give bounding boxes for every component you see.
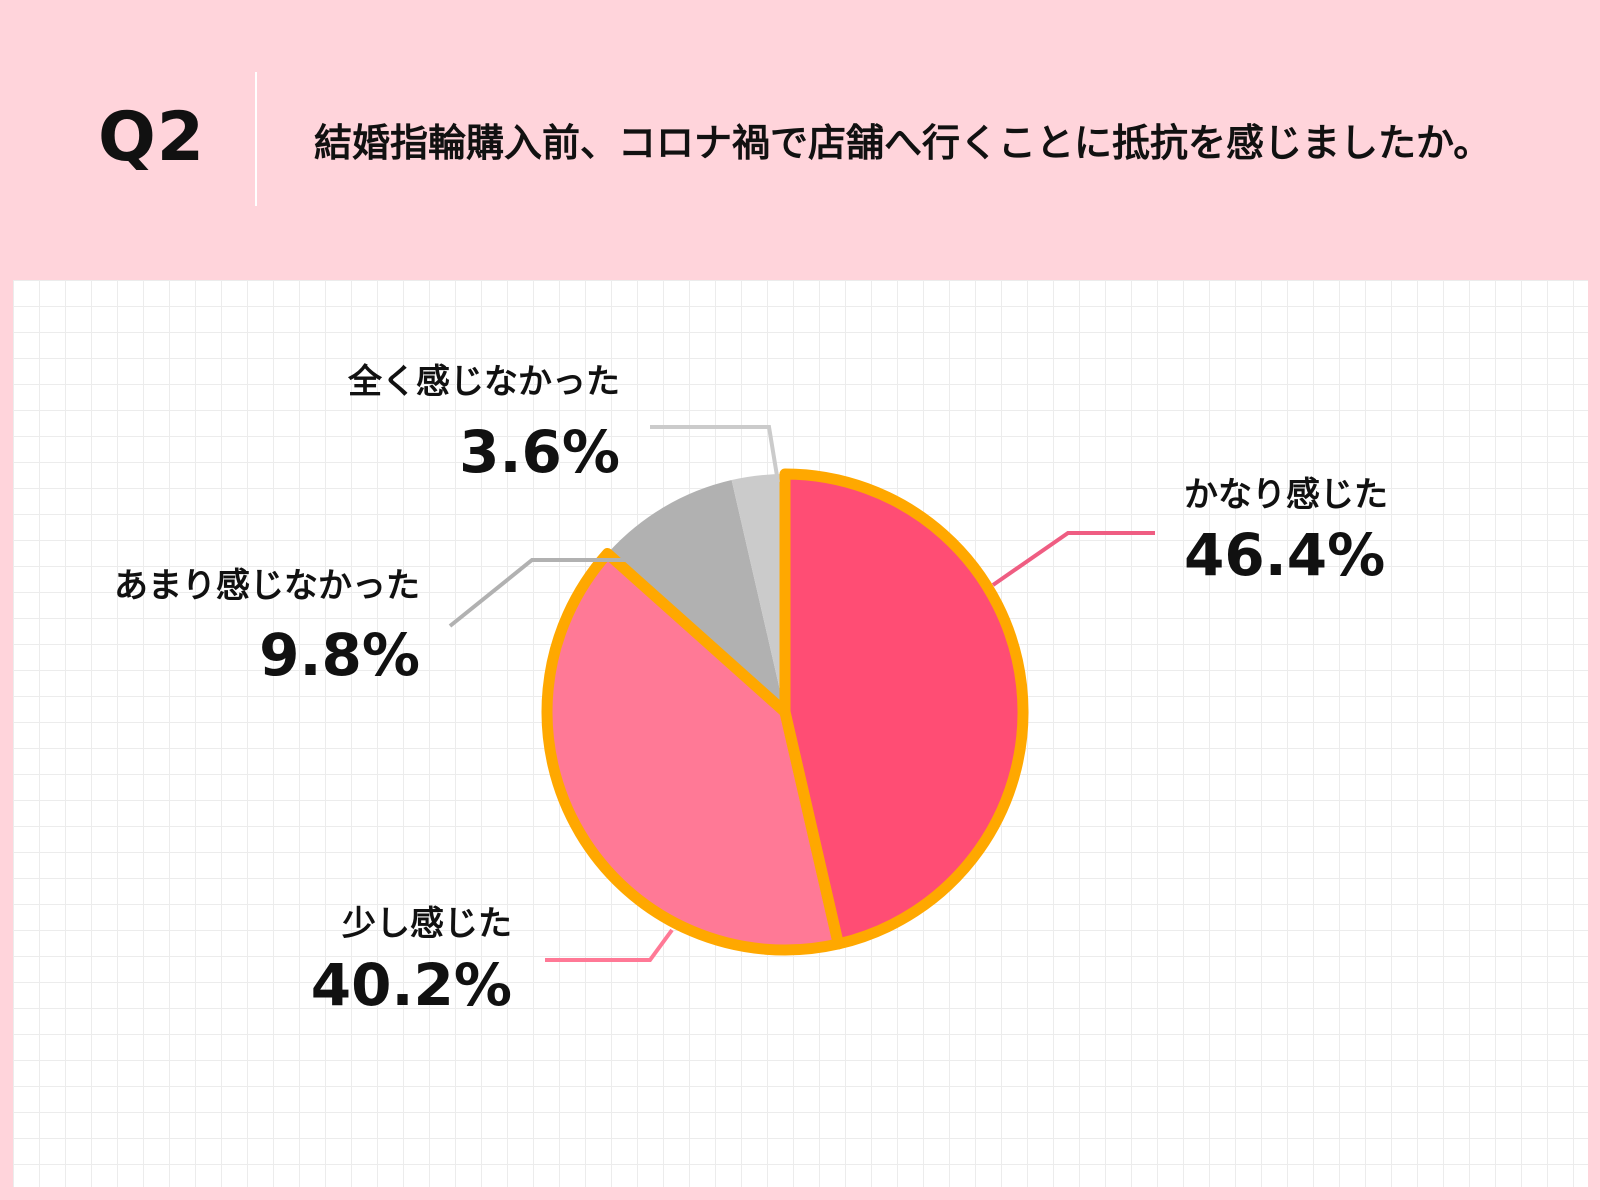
leader-line-1 <box>545 928 674 962</box>
header-divider <box>255 72 257 206</box>
slice-label-value: 40.2% <box>311 951 512 1019</box>
slice-label-name: 少し感じた <box>342 904 512 944</box>
slice-sukoshi <box>547 553 839 951</box>
slice-labels: かなり感じた 46.4% 少し感じた 40.2% あまり感じなかった 9.8% 全く感じなか… <box>114 362 1388 1019</box>
slice-label-name: あまり感じなかった <box>114 566 420 606</box>
question-number: Q2 <box>98 98 206 177</box>
slice-label-name: かなり感じた <box>1184 475 1388 515</box>
slice-label-value: 46.4% <box>1184 521 1385 589</box>
slice-label-value: 9.8% <box>259 621 420 689</box>
question-text: 結婚指輪購入前、コロナ禍で店舗へ行くことに抵抗を感じましたか。 <box>314 121 1492 165</box>
chart-panel <box>13 280 1588 1187</box>
slice-amari <box>607 480 785 712</box>
slice-kanari <box>785 474 1024 944</box>
leader-line-2 <box>448 558 628 628</box>
slice-outline-0 <box>779 468 1029 950</box>
leader-line-3 <box>650 425 780 483</box>
slice-mattaku <box>731 474 785 712</box>
question-header: Q2 結婚指輪購入前、コロナ禍で店舗へ行くことに抵抗を感じましたか。 <box>0 0 1600 280</box>
pie-slices <box>541 468 1029 956</box>
leader-line-0 <box>991 531 1155 587</box>
slice-label-value: 3.6% <box>459 418 620 486</box>
slice-outline-1 <box>541 547 844 956</box>
slice-label-name: 全く感じなかった <box>347 362 620 402</box>
leader-lines <box>448 425 1155 962</box>
